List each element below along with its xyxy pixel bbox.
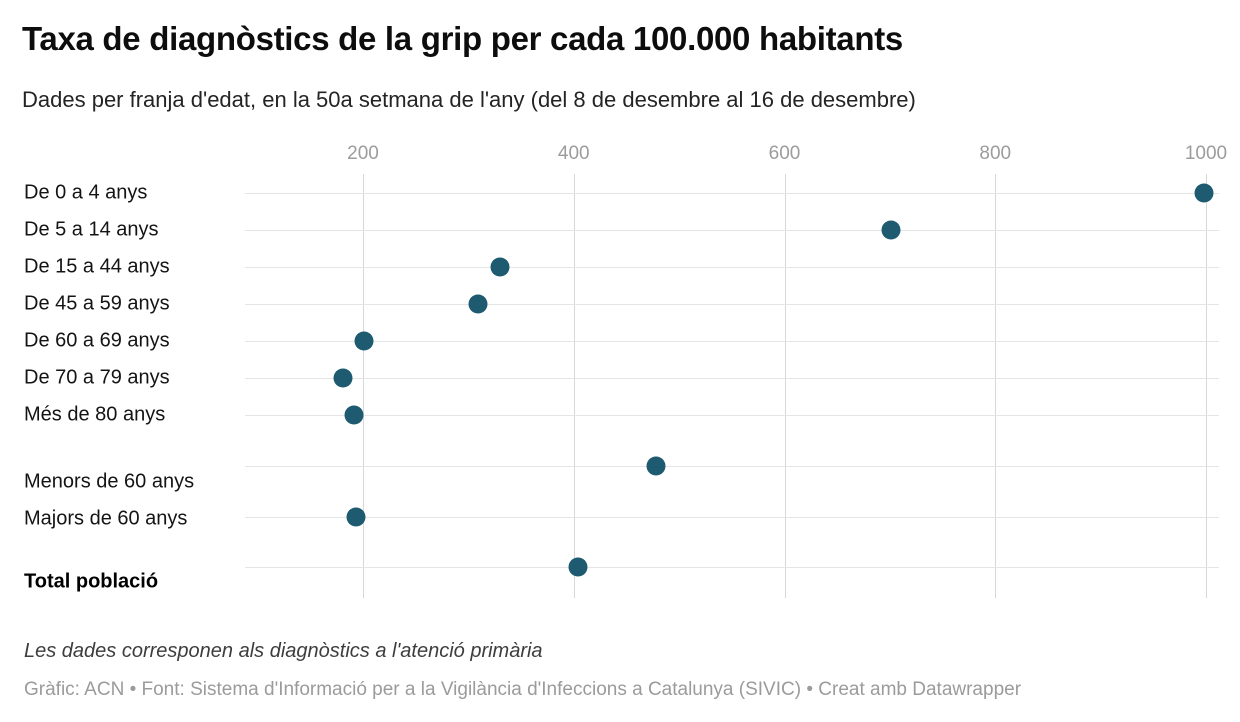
x-gridline xyxy=(363,174,364,598)
row-line xyxy=(245,230,1219,231)
row-label: De 15 a 44 anys xyxy=(24,255,170,278)
row-line xyxy=(245,567,1219,568)
data-dot[interactable] xyxy=(568,557,588,577)
x-tick-label: 1000 xyxy=(1184,143,1228,164)
data-dot[interactable] xyxy=(354,331,374,351)
row-line xyxy=(245,304,1219,305)
row-line xyxy=(245,378,1219,379)
x-gridline xyxy=(784,174,786,598)
row-label: Majors de 60 anys xyxy=(24,507,188,530)
row-label: Més de 80 anys xyxy=(24,403,166,426)
data-dot[interactable] xyxy=(344,405,364,425)
data-dot[interactable] xyxy=(346,507,366,527)
data-dot[interactable] xyxy=(333,368,353,388)
row-line xyxy=(245,341,1219,342)
data-dot[interactable] xyxy=(881,220,901,240)
x-tick-label: 400 xyxy=(557,143,590,164)
row-line xyxy=(245,193,1219,194)
row-line xyxy=(245,517,1219,518)
data-dot[interactable] xyxy=(1194,183,1214,203)
x-tick-label: 800 xyxy=(979,143,1012,164)
data-dot[interactable] xyxy=(646,456,666,476)
row-label: De 5 a 14 anys xyxy=(24,218,159,241)
row-label: Total població xyxy=(24,570,159,593)
row-label: De 70 a 79 anys xyxy=(24,366,170,389)
row-label: De 0 a 4 anys xyxy=(24,181,148,204)
row-label: De 60 a 69 anys xyxy=(24,329,170,352)
data-dot[interactable] xyxy=(468,294,488,314)
chart-subtitle: Dades per franja d'edat, en la 50a setma… xyxy=(22,87,916,112)
chart-byline: Gràfic: ACN • Font: Sistema d'Informació… xyxy=(24,679,1022,700)
row-line xyxy=(245,267,1219,268)
x-gridline xyxy=(995,174,997,598)
data-dot[interactable] xyxy=(490,257,510,277)
chart-footnote: Les dades corresponen als diagnòstics a … xyxy=(24,640,543,662)
row-line xyxy=(245,466,1219,467)
chart-title: Taxa de diagnòstics de la grip per cada … xyxy=(22,20,903,57)
row-line xyxy=(245,415,1219,416)
x-tick-label: 600 xyxy=(768,143,801,164)
x-gridline xyxy=(1206,174,1207,598)
x-tick-label: 200 xyxy=(347,143,379,164)
row-label: Menors de 60 anys xyxy=(24,470,195,493)
row-label: De 45 a 59 anys xyxy=(24,292,170,315)
x-gridline xyxy=(573,174,575,598)
